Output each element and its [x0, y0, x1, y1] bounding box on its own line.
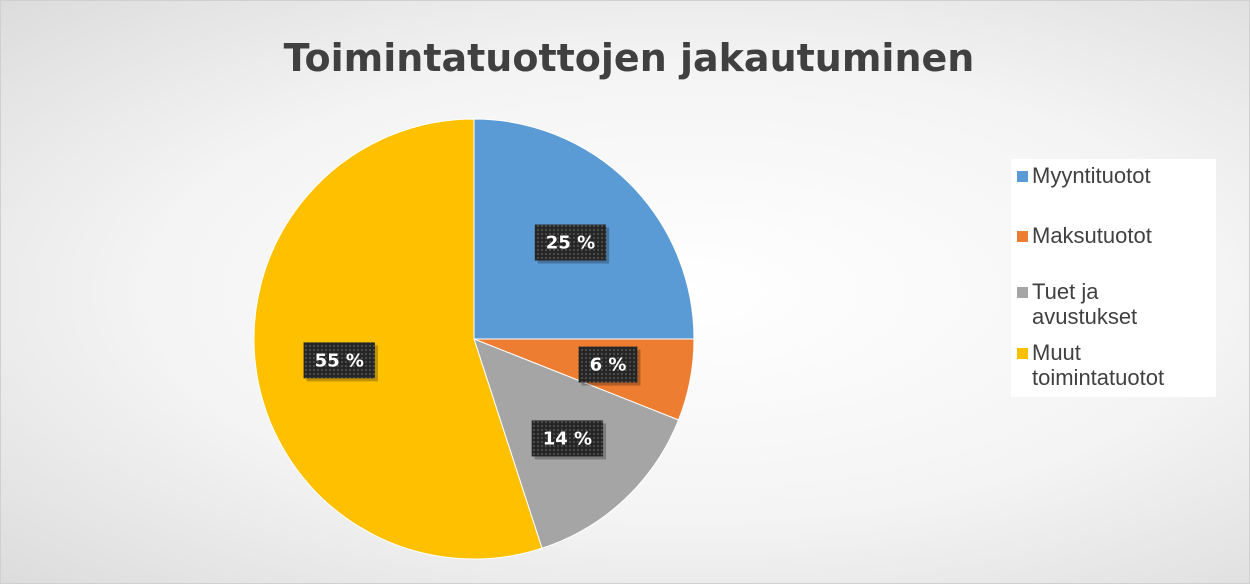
data-label-text: 6 %: [590, 355, 627, 376]
data-label: [578, 346, 641, 386]
legend-item: Maksutuotot: [1017, 223, 1204, 248]
legend-label: Myyntituotot: [1032, 163, 1151, 188]
legend-swatch: [1017, 287, 1028, 298]
data-label-box: [303, 342, 375, 379]
pie-slice: [253, 118, 543, 560]
legend-label: Tuet ja avustukset: [1032, 279, 1138, 329]
data-label: [534, 224, 610, 264]
data-label: [531, 420, 607, 460]
legend-swatch: [1017, 231, 1028, 242]
data-label-text: 14 %: [543, 428, 592, 449]
legend-swatch: [1017, 171, 1028, 182]
data-label: [303, 342, 378, 382]
legend-swatch: [1017, 348, 1028, 359]
data-label-box: [534, 224, 607, 261]
data-label-text: 25 %: [546, 233, 595, 254]
data-label-box: [578, 346, 638, 383]
data-label-box: [531, 420, 604, 457]
legend-item: Muut toimintatuotot: [1017, 340, 1204, 390]
chart-title: Toimintatuottojen jakautuminen: [284, 36, 975, 80]
legend: Myyntituotot Maksutuotot Tuet ja avustukse…: [1011, 159, 1216, 397]
data-label-text: 55 %: [315, 350, 364, 371]
legend-label: Muut toimintatuotot: [1032, 340, 1165, 390]
legend-item: Myyntituotot: [1017, 163, 1204, 188]
legend-item: Tuet ja avustukset: [1017, 279, 1204, 329]
legend-label: Maksutuotot: [1032, 223, 1152, 248]
